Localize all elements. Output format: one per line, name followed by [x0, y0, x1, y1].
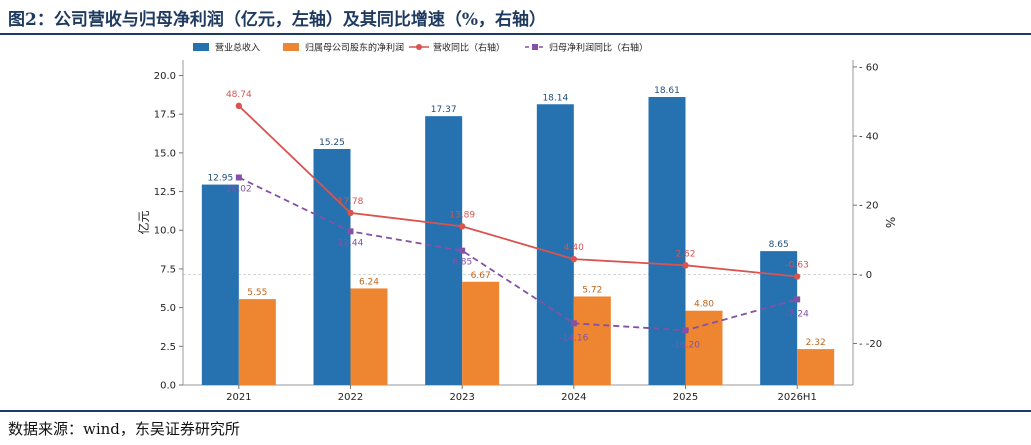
y-tick-left-label: 15.0: [154, 148, 176, 159]
x-tick-label: 2024: [561, 392, 586, 403]
legend-marker: [416, 44, 422, 50]
x-tick-label: 2025: [673, 392, 698, 403]
y-tick-left-label: 2.5: [160, 342, 176, 353]
bar: [350, 288, 388, 385]
y-axis-right-title: %: [883, 217, 897, 228]
bar-value-label: 6.24: [359, 277, 379, 287]
line-value-label: 13.89: [449, 210, 475, 220]
line-value-label: -7.24: [786, 309, 810, 319]
line-point: [347, 228, 354, 235]
bar: [462, 281, 500, 385]
x-tick-label: 2023: [449, 392, 474, 403]
x-tick-label: 2021: [226, 392, 251, 403]
legend-label: 归母净利润同比（右轴）: [549, 42, 648, 54]
lines: [235, 102, 801, 334]
bar-value-label: 18.61: [654, 86, 680, 96]
y-tick-right-label: - -20: [859, 339, 882, 350]
legend-label: 营业总收入: [215, 42, 260, 54]
y-tick-left-label: 7.5: [160, 264, 176, 275]
y-tick-right-label: - 0: [859, 270, 872, 281]
data-labels: 12.95 15.25 17.37 18.14 18.61 8.65 5.55 6.24 6.6…: [207, 86, 825, 350]
y-tick-right-label: - 20: [859, 201, 879, 212]
x-tick-label: 2022: [338, 392, 363, 403]
axes: 0.0 2.5 5.0 7.5 10.0 12.5 15.0 17.5 20.0 - -20 - 0…: [136, 60, 897, 403]
y-tick-left-label: 0.0: [160, 381, 176, 392]
line-point: [459, 247, 466, 254]
bar-value-label: 15.25: [319, 138, 345, 148]
line-value-label: 12.44: [338, 238, 364, 248]
bar-value-label: 5.72: [582, 285, 602, 295]
figure-title: 图2：公司营收与归母净利润（亿元，左轴）及其同比增速（%，右轴）: [8, 10, 546, 30]
source-rule: [0, 410, 1031, 412]
line-point: [793, 273, 801, 280]
line-point: [794, 296, 801, 303]
legend-marker: [532, 44, 538, 50]
y-tick-right-label: - 40: [859, 132, 879, 143]
legend: 营业总收入 归属母公司股东的净利润 营收同比（右轴） 归母净利润同比（右轴）: [193, 42, 648, 54]
bar: [425, 116, 463, 385]
series-line: [238, 105, 798, 278]
legend-label: 归属母公司股东的净利润: [305, 42, 404, 54]
legend-swatch: [283, 43, 299, 51]
bar: [648, 96, 686, 385]
series-line: [238, 176, 798, 332]
line-point: [458, 223, 466, 230]
bars: [201, 96, 835, 385]
bar: [238, 299, 276, 385]
bar-value-label: 4.80: [694, 300, 714, 310]
title-rule: [0, 33, 1031, 35]
source-note: 数据来源：wind，东吴证券研究所: [8, 420, 240, 438]
line-value-label: 17.78: [338, 197, 364, 207]
bar: [797, 349, 835, 385]
bar: [685, 310, 723, 385]
y-tick-left-label: 12.5: [154, 187, 176, 198]
bar-value-label: 2.32: [806, 338, 826, 348]
legend-label: 营收同比（右轴）: [433, 42, 505, 54]
line-value-label: -14.16: [559, 333, 588, 343]
bar-value-label: 12.95: [207, 174, 233, 184]
line-point: [682, 327, 689, 334]
bar: [313, 148, 351, 385]
bar: [201, 184, 239, 385]
line-value-label: -16.20: [671, 340, 700, 350]
x-tick-label: 2026H1: [777, 392, 816, 403]
bar: [536, 104, 574, 385]
bar-value-label: 6.67: [471, 271, 491, 281]
y-tick-right-label: - 60: [859, 62, 879, 73]
line-value-label: 48.74: [226, 90, 252, 100]
line-point: [570, 255, 578, 263]
y-tick-left-label: 10.0: [154, 226, 176, 237]
bar-value-label: 18.14: [542, 93, 568, 103]
line-value-label: 2.62: [675, 249, 695, 259]
legend-swatch: [193, 43, 209, 51]
y-tick-left-label: 20.0: [154, 71, 176, 82]
line-point: [570, 320, 577, 327]
bar-value-label: 8.65: [769, 240, 789, 250]
line-value-label: 6.85: [452, 258, 472, 268]
line-value-label: 28.02: [226, 184, 252, 194]
line-point: [235, 102, 243, 110]
bar-value-label: 17.37: [431, 105, 457, 115]
y-tick-left-label: 17.5: [154, 110, 176, 121]
bar: [573, 296, 611, 385]
y-tick-left-label: 5.0: [160, 303, 176, 314]
y-axis-left-title: 亿元: [136, 210, 151, 234]
line-point: [347, 209, 354, 217]
line-point: [235, 174, 242, 181]
line-value-label: -0.63: [786, 261, 809, 271]
line-value-label: 4.40: [564, 243, 584, 253]
bar-value-label: 5.55: [247, 288, 267, 298]
line-point: [682, 262, 689, 269]
